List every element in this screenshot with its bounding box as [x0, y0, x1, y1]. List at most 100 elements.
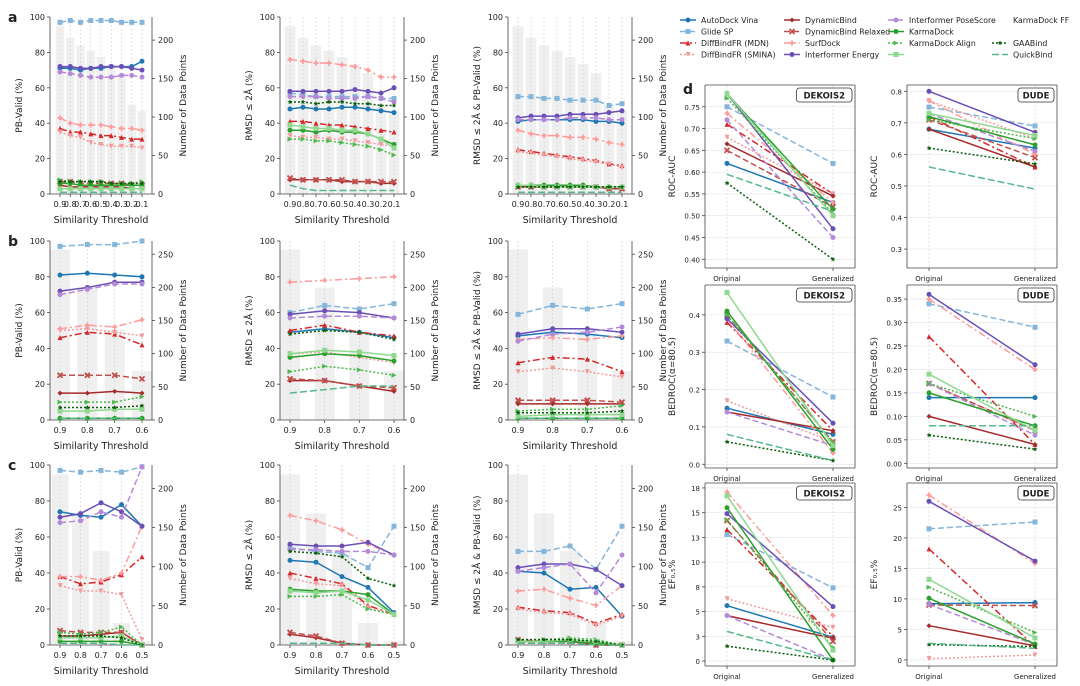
data-point [98, 64, 104, 70]
data-point [67, 18, 73, 24]
data-point [299, 176, 307, 183]
x-tick-label: 0.9 [512, 200, 525, 209]
right-tick-label: 50 [410, 602, 420, 611]
data-point [67, 71, 73, 77]
series-line-10 [289, 365, 395, 377]
series-line-11 [60, 408, 142, 412]
data-point [830, 200, 836, 206]
right-tick-label: 200 [638, 484, 653, 493]
chart-title-box [796, 287, 853, 303]
data-point [926, 104, 932, 110]
right-axis-label: Number of Data Points [659, 279, 669, 381]
right-tick-label: 200 [158, 283, 173, 292]
chart-c1: 0 50 100 150 200 Number of Data Points 0 20 40 60… [15, 461, 189, 677]
data-point [515, 94, 521, 100]
legend-label: Interformer Energy [805, 51, 880, 60]
data-point [365, 106, 371, 112]
data-point [1031, 154, 1039, 161]
data-point [312, 176, 320, 183]
data-point [57, 467, 63, 473]
data-point [57, 514, 63, 520]
data-point [322, 302, 328, 308]
data-point [619, 101, 625, 107]
data-point [830, 604, 836, 610]
right-tick-label: 0 [158, 190, 163, 199]
right-tick-label: 50 [410, 383, 420, 392]
right-tick-label: 0 [638, 416, 643, 425]
data-point [365, 94, 371, 100]
data-point [139, 390, 145, 396]
data-point [84, 286, 90, 292]
data-point [119, 638, 124, 644]
y-tick-label: 0.1 [689, 424, 700, 432]
data-point [619, 120, 625, 126]
data-point [378, 108, 384, 114]
x-tick-label: 0.7 [581, 426, 594, 435]
series-line-8 [518, 117, 622, 121]
data-count-bar [616, 110, 628, 194]
data-count-bar [384, 370, 404, 420]
data-point [584, 306, 590, 312]
y-tick-label: 0 [40, 416, 45, 425]
series-line-11 [726, 292, 834, 447]
data-point [593, 566, 599, 572]
data-point [84, 390, 90, 396]
data-point [515, 149, 521, 155]
panel-label-a: a [8, 10, 17, 26]
data-point [57, 19, 63, 25]
data-point [724, 603, 730, 609]
data-point [365, 126, 371, 132]
right-tick-label: 100 [410, 113, 425, 122]
y-tick-label: 0.5 [891, 183, 902, 191]
data-point [112, 388, 118, 394]
y-tick-label: 20 [35, 380, 45, 389]
data-point [364, 178, 372, 185]
data-point [593, 115, 599, 121]
data-point [619, 408, 625, 414]
data-point [1032, 427, 1038, 433]
series-line-7 [928, 500, 1036, 562]
data-point [119, 186, 124, 192]
series-line-10 [928, 382, 1036, 418]
x-axis-label: Similarity Threshold [295, 215, 390, 226]
series-line-13 [928, 166, 1036, 190]
x-tick-label: 0.8 [538, 651, 551, 660]
series-line-13 [518, 642, 622, 646]
series-line-13 [290, 642, 394, 646]
data-point [619, 117, 625, 123]
y-tick-label: 20 [35, 605, 45, 614]
x-tick-label: 0.9 [512, 651, 525, 660]
data-point [129, 136, 135, 142]
data-point [365, 565, 371, 571]
right-tick-label: 150 [158, 317, 173, 326]
data-point [98, 141, 104, 147]
data-point [287, 351, 293, 357]
chart-b3: 0 50 100 150 200 250 Number of Data Points 0 20 4… [471, 237, 669, 452]
x-tick-label: Original [915, 275, 942, 283]
data-point [724, 398, 730, 404]
data-point [287, 369, 293, 375]
y-tick-label: 0.50 [684, 213, 700, 221]
data-point [830, 420, 836, 426]
data-point [78, 635, 83, 641]
y-tick-label: 5 [898, 626, 902, 634]
x-tick-label: 0.9 [284, 651, 297, 660]
data-point [287, 557, 293, 563]
series-line-13 [726, 173, 834, 213]
chart-title: DUDE [1023, 92, 1050, 102]
data-point [112, 272, 118, 278]
data-point [57, 408, 63, 414]
right-tick-label: 50 [410, 152, 420, 161]
data-point [67, 133, 73, 139]
series-line-10 [517, 404, 623, 412]
data-point [830, 443, 836, 449]
data-point [119, 514, 124, 520]
chart-title: DEKOIS2 [804, 490, 846, 500]
data-point [830, 226, 836, 232]
data-point [567, 611, 573, 617]
data-count-bar [72, 513, 89, 645]
series-line-1 [518, 525, 623, 571]
data-point [724, 312, 730, 318]
y-tick-label: 0 [498, 641, 503, 650]
data-point [313, 126, 319, 132]
